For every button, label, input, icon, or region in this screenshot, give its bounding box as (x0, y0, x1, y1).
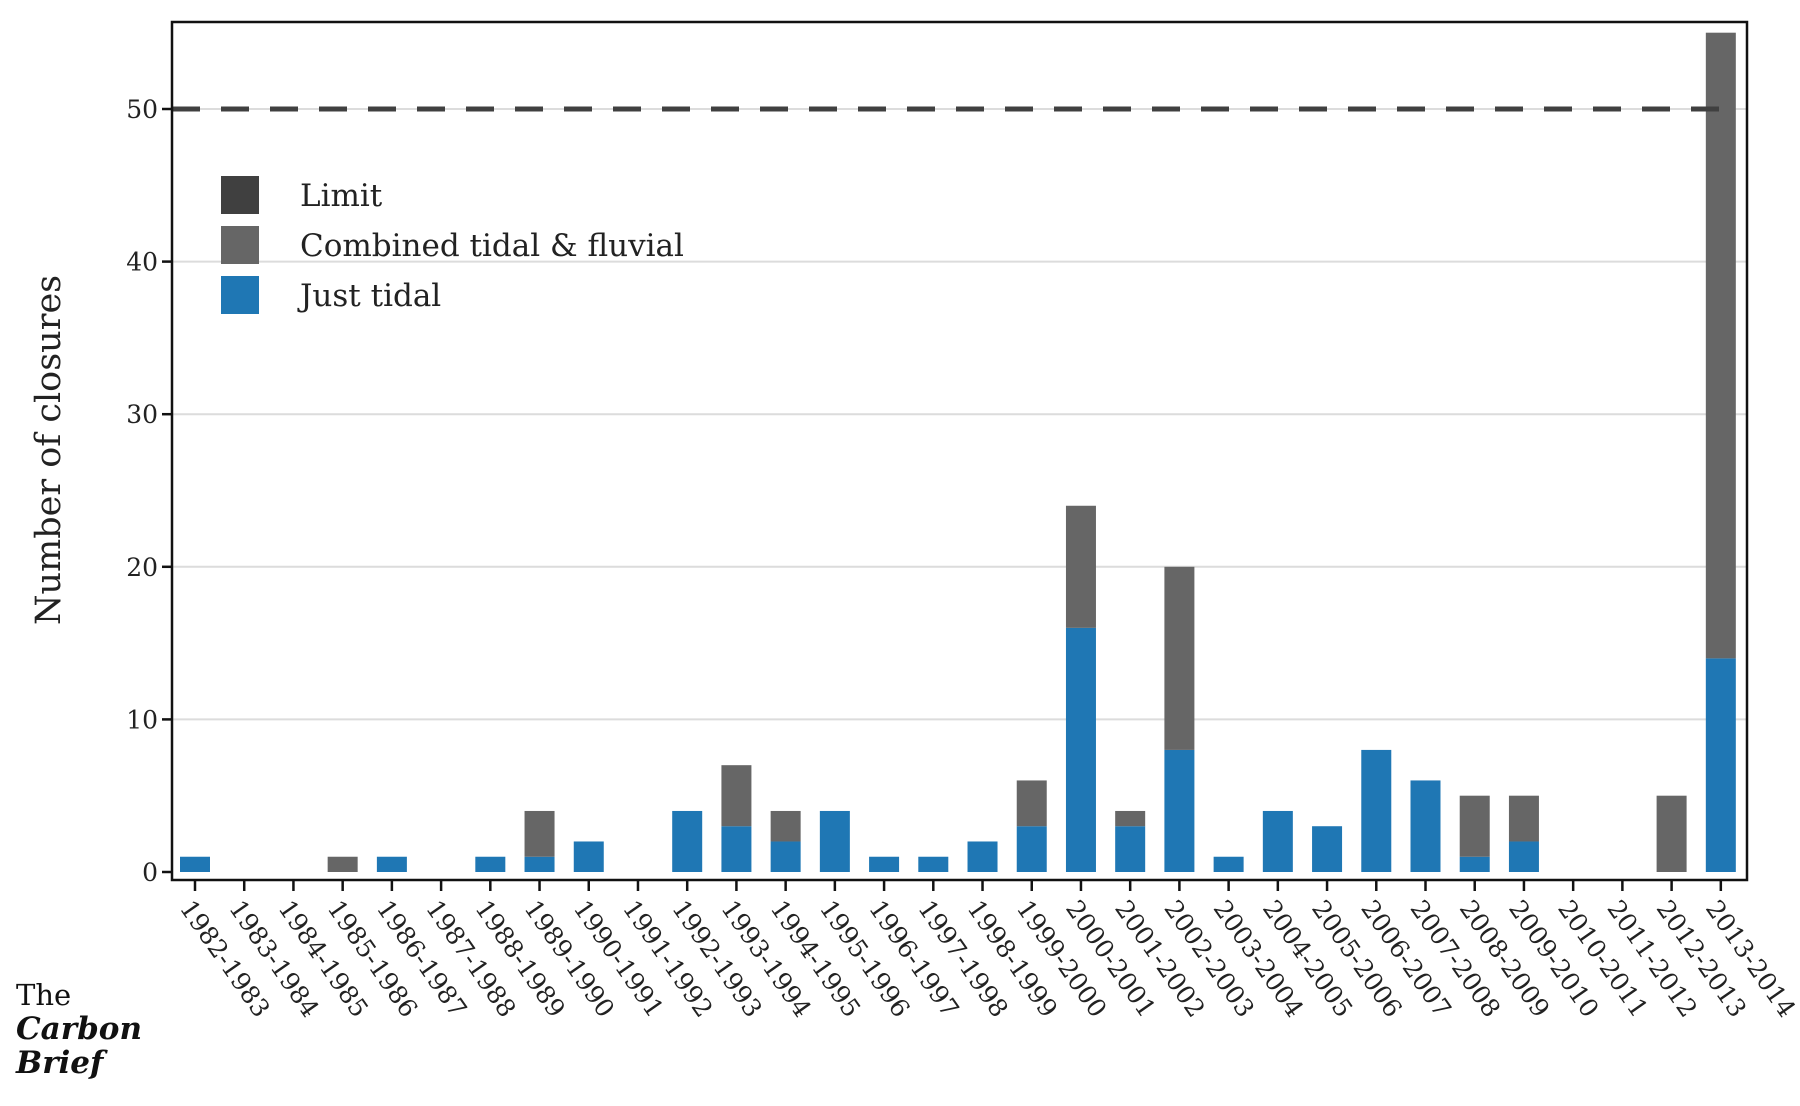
bar-just-tidal-2006-2007 (1361, 749, 1392, 872)
bar-just-tidal-1993-1994 (721, 826, 752, 872)
y-tick-label-40: 40 (126, 248, 158, 277)
bar-just-tidal-1990-1991 (573, 841, 604, 872)
y-tick-label-10: 10 (126, 705, 158, 734)
legend-label-0: Limit (300, 178, 383, 214)
y-tick-label-20: 20 (126, 553, 158, 582)
bar-just-tidal-1994-1995 (770, 841, 801, 872)
gridlines (172, 108, 1747, 721)
bar-just-tidal-2005-2006 (1312, 826, 1343, 872)
logo-line-carbon: Carbon (16, 1011, 142, 1047)
axes: 010203040501982-19831983-19841984-198519… (126, 20, 1800, 1023)
bar-just-tidal-2001-2002 (1115, 826, 1146, 872)
bar-just-tidal-2002-2003 (1164, 749, 1195, 872)
bar-just-tidal-1998-1999 (967, 841, 998, 872)
bar-combined-1999-2000 (1016, 780, 1047, 827)
bar-combined-2012-2013 (1656, 795, 1687, 872)
carbon-brief-logo: The Carbon Brief (16, 978, 142, 1080)
bar-just-tidal-1988-1989 (475, 856, 506, 872)
bar-just-tidal-1989-1990 (524, 856, 555, 872)
bar-combined-2002-2003 (1164, 566, 1195, 750)
bar-combined-1985-1986 (327, 856, 358, 872)
legend: Limit Combined tidal & fluvial Just tidal (221, 176, 684, 314)
bar-combined-2000-2001 (1065, 505, 1096, 628)
bar-just-tidal-2013-2014 (1705, 658, 1736, 872)
bar-just-tidal-2004-2005 (1262, 810, 1293, 872)
logo-line-the: The (16, 978, 72, 1012)
bar-just-tidal-2000-2001 (1065, 627, 1096, 872)
bars (180, 32, 1736, 872)
legend-swatch-2 (221, 276, 259, 314)
y-axis-label: Number of closures (29, 275, 69, 625)
bar-just-tidal-1996-1997 (869, 856, 900, 872)
y-tick-label-50: 50 (126, 95, 158, 124)
y-tick-label-30: 30 (126, 400, 158, 429)
bar-combined-1989-1990 (524, 810, 555, 857)
bar-just-tidal-1982-1983 (180, 856, 210, 872)
bar-combined-2008-2009 (1459, 795, 1490, 857)
bar-just-tidal-1995-1996 (819, 810, 850, 872)
bar-just-tidal-1986-1987 (376, 856, 407, 872)
legend-swatch-1 (221, 226, 259, 264)
plot-frame (170, 20, 1749, 882)
bar-combined-1993-1994 (721, 765, 752, 827)
legend-label-2: Just tidal (297, 278, 441, 314)
legend-label-1: Combined tidal & fluvial (300, 228, 684, 264)
bar-just-tidal-2007-2008 (1410, 780, 1441, 872)
bar-combined-1994-1995 (770, 810, 801, 842)
bar-just-tidal-1997-1998 (918, 856, 949, 872)
bar-combined-2001-2002 (1115, 810, 1146, 827)
y-tick-label-0: 0 (142, 858, 158, 887)
bar-combined-2013-2014 (1705, 32, 1736, 659)
bar-just-tidal-2003-2004 (1213, 856, 1244, 872)
bar-just-tidal-2009-2010 (1508, 841, 1539, 872)
logo-line-brief: Brief (16, 1045, 104, 1081)
bar-combined-2009-2010 (1508, 795, 1539, 842)
bar-just-tidal-1992-1993 (672, 810, 703, 872)
bar-just-tidal-2008-2009 (1459, 856, 1490, 872)
bar-just-tidal-1999-2000 (1016, 826, 1047, 872)
legend-swatch-0 (221, 176, 259, 214)
